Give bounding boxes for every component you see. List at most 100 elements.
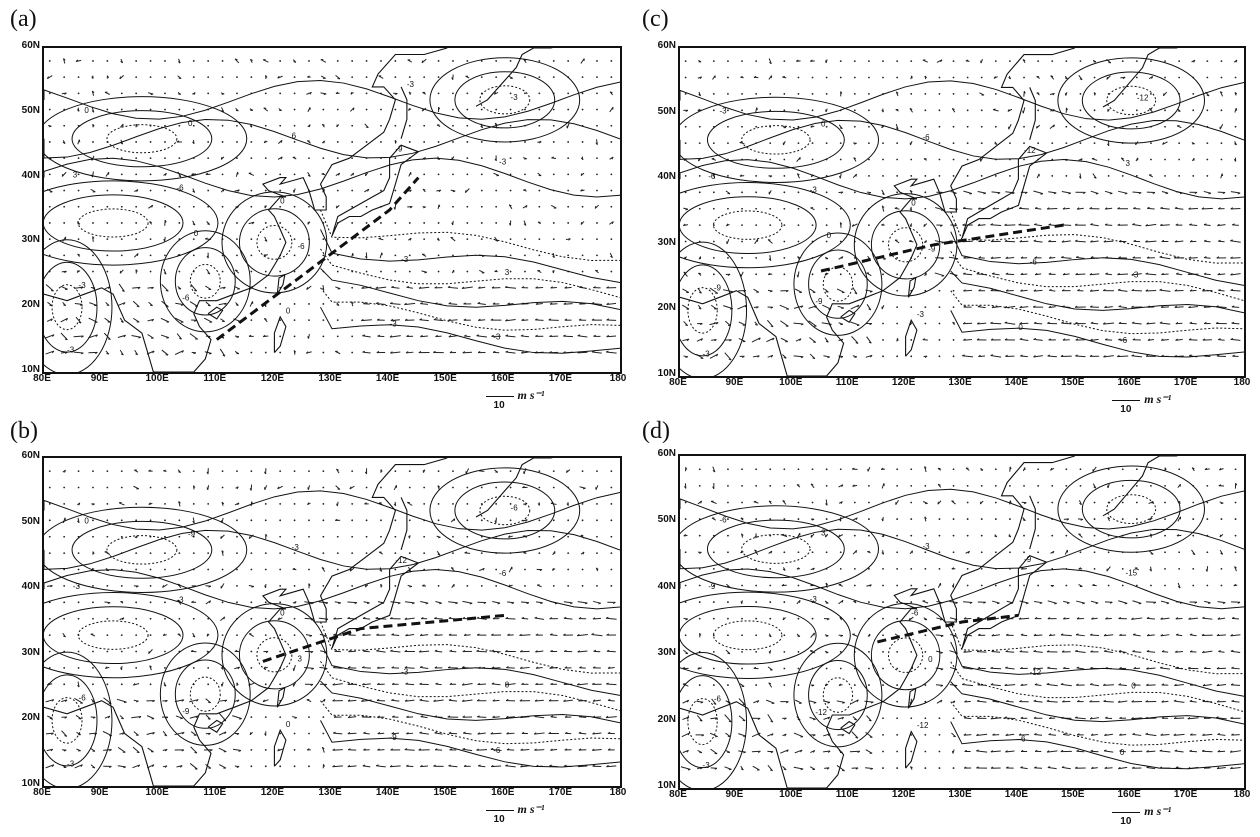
contour-label: -6 — [708, 172, 716, 181]
contour-label: -6 — [911, 608, 919, 617]
map-plot: -3 0 -6 -3 0 -6 -3 3 -9 -12 -9 -6 -3 0 -6 -3 -9 -12 0 — [680, 48, 1244, 376]
lon-tick-label: 90E — [90, 787, 109, 798]
contour-lines — [680, 57, 1244, 376]
lon-tick-label: 180 — [1233, 789, 1251, 800]
jet-axis-line — [820, 223, 1064, 273]
contour-label: -9 — [1024, 555, 1032, 564]
contour-label: -3 — [511, 93, 519, 102]
jet-axis-line — [877, 613, 1019, 644]
contour-label: 0 — [821, 120, 826, 129]
contour-lines — [680, 465, 1244, 788]
contour-label: -3 — [67, 346, 75, 355]
contour-label: 0 — [505, 681, 510, 690]
lat-tick-label: 60N — [657, 40, 676, 51]
contour-label: -3 — [810, 595, 818, 604]
contour-label: -12 — [1024, 146, 1036, 155]
scale-value: 10 — [1120, 815, 1132, 827]
lat-tick-label: 60N — [657, 448, 676, 459]
lon-tick-label: 180 — [609, 373, 627, 384]
contour-label: 0 — [1120, 748, 1125, 757]
lon-tick-label: 90E — [725, 789, 744, 800]
contour-label: 0 — [928, 655, 933, 664]
lon-tick-label: 100E — [779, 789, 803, 800]
scale-value: 10 — [493, 399, 505, 411]
contour-label: -3 — [401, 255, 409, 264]
contour-label: 3 — [1126, 159, 1131, 168]
contour-label: -3 — [401, 667, 409, 676]
scale-value: 10 — [493, 813, 505, 825]
contour-label: 0 — [286, 720, 291, 729]
contour-label: 0 — [827, 231, 832, 240]
contour-label: 3 — [297, 654, 302, 663]
lat-tick-label: 30N — [657, 236, 676, 248]
contour-label: 6 — [292, 132, 297, 141]
lat-tick-label: 40N — [657, 580, 676, 592]
lon-tick-label: 170E — [1173, 789, 1198, 800]
lon-tick-label: 80E — [33, 373, 51, 384]
lat-tick-label: 50N — [657, 514, 676, 526]
scale-unit: m s⁻¹ — [1144, 392, 1172, 406]
contour-label: 0 — [286, 307, 291, 316]
lon-tick-label: 150E — [433, 787, 457, 798]
lon-tick-label: 140E — [375, 787, 400, 798]
contour-label: -3 — [810, 185, 818, 194]
contour-label: -9 — [182, 707, 190, 716]
panel-a: (a) -3 0 -3 -6 -3 3 0 -3 -6 -9 -3 6 3 0 -3 0 -6 -3 0 -3 60N… — [8, 6, 628, 416]
lat-tick-label: 50N — [21, 104, 40, 116]
contour-label: -6 — [1018, 735, 1026, 744]
contour-label: 0 — [1018, 323, 1023, 332]
map-frame: -3 -6 0 -3 -6 -9 -12 -15 -12 -9 -6 -3 0 3 -12 -6 0 — [678, 454, 1246, 790]
lon-tick-label: 80E — [669, 377, 687, 388]
lat-tick-label: 40N — [21, 581, 40, 593]
contour-label: -3 — [73, 582, 81, 591]
contour-label: -15 — [1126, 569, 1138, 578]
contour-label: 0 — [911, 198, 916, 207]
lon-tick-label: 160E — [1117, 789, 1141, 800]
jet-axis-line — [262, 613, 505, 663]
lon-tick-label: 160E — [1117, 377, 1141, 388]
lon-tick-label: 90E — [90, 373, 109, 384]
contour-label: -12 — [395, 556, 407, 565]
wind-vector-field — [681, 58, 1241, 361]
contour-lines — [44, 57, 620, 372]
scale-unit: m s⁻¹ — [1144, 804, 1172, 818]
wind-vector-field — [680, 466, 1241, 772]
contour-label: -12 — [917, 721, 929, 730]
panel-label: (a) — [10, 6, 37, 32]
contour-lines — [44, 467, 620, 786]
contour-label: -3 — [390, 320, 398, 329]
lon-tick-label: 100E — [779, 377, 803, 388]
map-plot: -3 0 -3 -6 -3 3 0 -3 -6 -9 -3 6 3 0 -3 0 -6 -3 0 -3 — [44, 48, 620, 372]
lon-tick-label: 140E — [1004, 377, 1029, 388]
lon-tick-label: 150E — [1061, 789, 1085, 800]
lon-tick-label: 170E — [548, 373, 573, 384]
scale-unit: m s⁻¹ — [517, 802, 545, 816]
contour-label: 3 — [821, 529, 826, 538]
vector-scale: 10 m s⁻¹ — [1112, 804, 1172, 827]
contour-label: -6 — [1030, 257, 1038, 266]
contour-label: -9 — [714, 284, 722, 293]
lon-tick-label: 90E — [725, 377, 744, 388]
contour-label: -3 — [719, 107, 727, 116]
lon-tick-label: 110E — [203, 787, 227, 798]
lat-tick-label: 20N — [657, 713, 676, 725]
lon-tick-label: 180 — [609, 787, 627, 798]
scale-value: 10 — [1120, 403, 1132, 415]
lon-tick-label: 120E — [891, 377, 916, 388]
lon-tick-label: 110E — [835, 789, 859, 800]
scale-arrow: 10 — [1112, 811, 1141, 827]
contour-label: -6 — [493, 746, 501, 755]
lon-tick-label: 100E — [145, 787, 169, 798]
panel-label: (c) — [642, 6, 669, 32]
lat-tick-label: 20N — [21, 299, 40, 311]
lon-tick-label: 110E — [203, 373, 227, 384]
contour-label: -3 — [1131, 271, 1139, 280]
lon-tick-label: 130E — [318, 373, 342, 384]
contour-label: -9 — [390, 733, 398, 742]
lat-tick-label: 30N — [21, 234, 40, 246]
panel-label: (b) — [10, 418, 38, 444]
map-frame: -3 0 -3 -6 -3 3 0 -3 -6 -9 -3 6 3 0 -3 0 -6 -3 0 -3 — [42, 46, 622, 374]
lon-tick-label: 80E — [669, 789, 687, 800]
coastline — [680, 456, 1179, 788]
lon-tick-label: 130E — [318, 787, 342, 798]
